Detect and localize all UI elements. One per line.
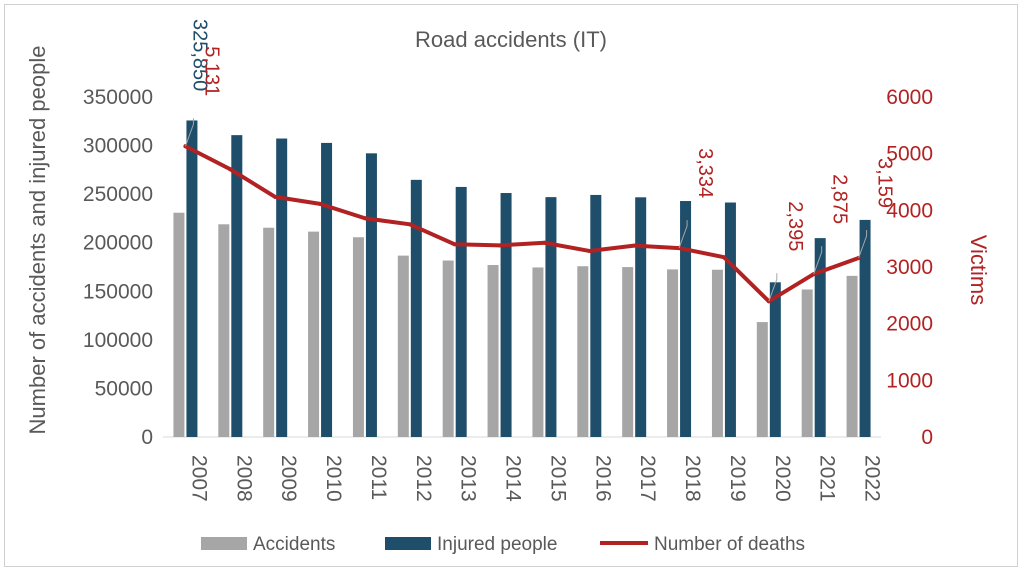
left-tick-label: 350000 (83, 86, 153, 109)
chart-svg: Road accidents (IT) Number of accidents … (25, 19, 991, 555)
right-tick-label: 2000 (886, 313, 933, 336)
left-tick-label: 300000 (83, 135, 153, 158)
deaths-point (587, 248, 592, 253)
x-tick-label: 2010 (322, 455, 345, 502)
data-label: 325,850 (188, 19, 210, 91)
x-tick-label: 2008 (232, 455, 255, 502)
accidents-bar (397, 255, 409, 437)
deaths-point (721, 255, 726, 260)
x-tick-label: 2021 (816, 455, 839, 502)
data-label: 2,395 (784, 201, 806, 251)
right-tick-label: 1000 (886, 369, 933, 392)
deaths-point (228, 167, 233, 172)
x-tick-label: 2007 (187, 455, 210, 502)
injured-bar (455, 186, 467, 437)
accidents-bar (442, 260, 454, 437)
x-tick-label: 2014 (502, 455, 525, 502)
accidents-bar (487, 265, 499, 437)
injured-bar (814, 238, 826, 437)
legend-label: Accidents (253, 534, 335, 555)
deaths-line (183, 144, 861, 304)
injured-bar (365, 153, 377, 437)
injured-bar (635, 197, 647, 437)
legend-label: Number of deaths (654, 534, 805, 555)
left-tick-label: 100000 (83, 329, 153, 352)
x-tick-label: 2018 (681, 455, 704, 502)
accidents-bar (577, 266, 589, 437)
injured-bar (545, 197, 557, 437)
x-tick-label: 2020 (771, 455, 794, 502)
injured-bar (859, 219, 871, 437)
chart-title: Road accidents (IT) (415, 27, 607, 52)
right-axis-label: Victims (966, 235, 991, 306)
data-label-leader (813, 246, 823, 275)
data-label: 3,334 (694, 148, 716, 198)
injured-bar (410, 179, 422, 437)
data-label-leader (768, 273, 778, 302)
x-tick-label: 2013 (457, 455, 480, 502)
data-label: 5,131 (200, 46, 222, 96)
deaths-point (273, 194, 278, 199)
left-tick-label: 50000 (95, 377, 153, 400)
right-tick-label: 0 (921, 426, 933, 449)
legend: Accidents Injured people Number of deaths (201, 534, 805, 555)
accidents-bar (846, 275, 858, 437)
deaths-point (632, 243, 637, 248)
chart-frame: Road accidents (IT) Number of accidents … (4, 4, 1018, 567)
left-axis-label: Number of accidents and injured people (25, 46, 50, 435)
left-tick-label: 200000 (83, 232, 153, 255)
deaths-point (362, 216, 367, 221)
right-tick-label: 4000 (886, 199, 933, 222)
injured-bar (590, 194, 602, 437)
injured-bar (231, 135, 243, 437)
deaths-point (318, 201, 323, 206)
injured-bar (769, 282, 781, 437)
right-tick-label: 3000 (886, 256, 933, 279)
left-tick-label: 0 (141, 426, 153, 449)
deaths-point (497, 243, 502, 248)
accidents-bar (711, 269, 723, 437)
accidents-bar (173, 212, 185, 437)
accidents-bar (801, 289, 813, 437)
accidents-bar (263, 227, 275, 437)
x-tick-label: 2016 (591, 455, 614, 502)
accidents-bar (308, 231, 320, 437)
injured-bar (276, 138, 288, 437)
x-tick-label: 2022 (861, 455, 884, 502)
legend-label: Injured people (437, 534, 557, 555)
accidents-bar (352, 237, 364, 437)
x-tick-label: 2017 (636, 455, 659, 502)
right-tick-label: 6000 (886, 86, 933, 109)
x-tick-label: 2009 (277, 455, 300, 502)
injured-bar (321, 142, 333, 438)
left-tick-label: 150000 (83, 280, 153, 303)
left-tick-label: 250000 (83, 183, 153, 206)
accidents-bar (622, 267, 634, 437)
data-label-leader (184, 118, 194, 147)
deaths-point (542, 240, 547, 245)
data-label: 3,159 (874, 158, 896, 208)
accidents-bar (218, 224, 230, 437)
plot-area: 0500001000001500002000002500003000003500… (83, 19, 933, 502)
accidents-bar (532, 267, 544, 437)
injured-bar (724, 202, 736, 437)
x-tick-label: 2012 (412, 455, 435, 502)
deaths-point (407, 222, 412, 227)
legend-swatch (201, 537, 247, 550)
data-label-leader (678, 220, 688, 249)
injured-bar (500, 193, 512, 437)
data-label: 2,875 (829, 174, 851, 224)
accidents-bar (756, 322, 768, 437)
x-tick-label: 2015 (546, 455, 569, 502)
deaths-point (452, 242, 457, 247)
x-tick-label: 2019 (726, 455, 749, 502)
data-label-leader (858, 229, 868, 259)
injured-bar (680, 201, 692, 437)
accidents-bar (667, 269, 679, 437)
x-tick-label: 2011 (367, 455, 390, 500)
legend-swatch (385, 537, 431, 550)
injured-bar (186, 120, 198, 438)
right-tick-label: 5000 (886, 143, 933, 166)
